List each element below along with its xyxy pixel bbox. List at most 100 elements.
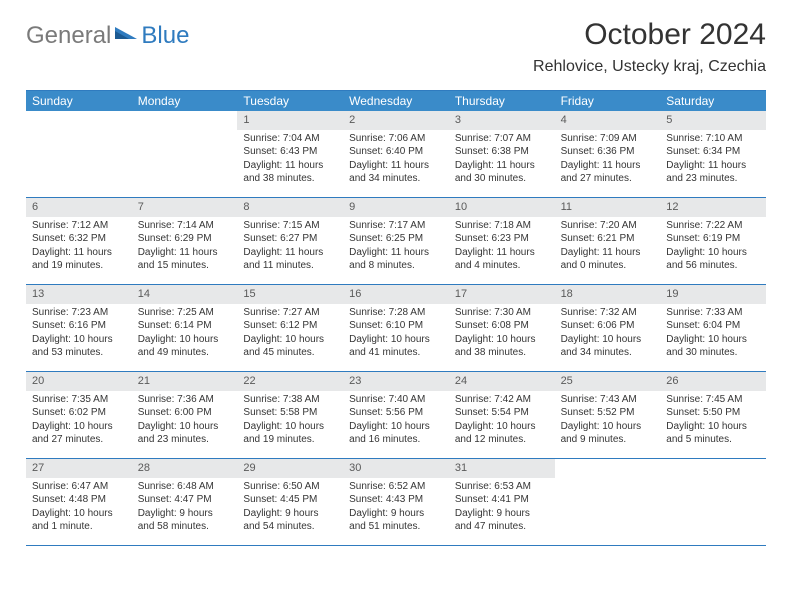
day-body: Sunrise: 7:33 AMSunset: 6:04 PMDaylight:… — [660, 304, 766, 366]
day-daylight2: and 54 minutes. — [243, 520, 337, 534]
day-sunrise: Sunrise: 7:22 AM — [666, 219, 760, 233]
calendar: SundayMondayTuesdayWednesdayThursdayFrid… — [26, 90, 766, 546]
day-daylight2: and 34 minutes. — [349, 172, 443, 186]
day-daylight2: and 38 minutes. — [455, 346, 549, 360]
day-cell: 13Sunrise: 7:23 AMSunset: 6:16 PMDayligh… — [26, 285, 132, 371]
day-daylight2: and 23 minutes. — [666, 172, 760, 186]
day-sunrise: Sunrise: 7:42 AM — [455, 393, 549, 407]
day-sunset: Sunset: 6:38 PM — [455, 145, 549, 159]
day-daylight2: and 12 minutes. — [455, 433, 549, 447]
day-number: 30 — [343, 459, 449, 478]
day-cell: 28Sunrise: 6:48 AMSunset: 4:47 PMDayligh… — [132, 459, 238, 545]
day-daylight2: and 41 minutes. — [349, 346, 443, 360]
day-daylight1: Daylight: 9 hours — [243, 507, 337, 521]
day-daylight1: Daylight: 10 hours — [455, 420, 549, 434]
day-sunset: Sunset: 6:19 PM — [666, 232, 760, 246]
day-daylight1: Daylight: 10 hours — [138, 420, 232, 434]
day-sunrise: Sunrise: 7:06 AM — [349, 132, 443, 146]
day-cell: 16Sunrise: 7:28 AMSunset: 6:10 PMDayligh… — [343, 285, 449, 371]
weekday-header: Friday — [555, 91, 661, 111]
day-body — [132, 130, 238, 138]
day-daylight1: Daylight: 11 hours — [32, 246, 126, 260]
day-daylight2: and 56 minutes. — [666, 259, 760, 273]
day-body: Sunrise: 7:32 AMSunset: 6:06 PMDaylight:… — [555, 304, 661, 366]
day-number: 9 — [343, 198, 449, 217]
day-sunset: Sunset: 4:41 PM — [455, 493, 549, 507]
day-body: Sunrise: 7:07 AMSunset: 6:38 PMDaylight:… — [449, 130, 555, 192]
day-sunset: Sunset: 6:12 PM — [243, 319, 337, 333]
day-daylight1: Daylight: 10 hours — [561, 420, 655, 434]
day-body: Sunrise: 7:25 AMSunset: 6:14 PMDaylight:… — [132, 304, 238, 366]
day-sunset: Sunset: 6:40 PM — [349, 145, 443, 159]
logo-flag-icon — [115, 25, 139, 48]
day-body: Sunrise: 7:43 AMSunset: 5:52 PMDaylight:… — [555, 391, 661, 453]
day-cell: 15Sunrise: 7:27 AMSunset: 6:12 PMDayligh… — [237, 285, 343, 371]
day-cell: 19Sunrise: 7:33 AMSunset: 6:04 PMDayligh… — [660, 285, 766, 371]
day-body: Sunrise: 7:17 AMSunset: 6:25 PMDaylight:… — [343, 217, 449, 279]
day-cell: 22Sunrise: 7:38 AMSunset: 5:58 PMDayligh… — [237, 372, 343, 458]
day-daylight1: Daylight: 10 hours — [349, 420, 443, 434]
day-number: 21 — [132, 372, 238, 391]
day-body: Sunrise: 7:35 AMSunset: 6:02 PMDaylight:… — [26, 391, 132, 453]
day-daylight2: and 15 minutes. — [138, 259, 232, 273]
day-number: 3 — [449, 111, 555, 130]
day-cell: 4Sunrise: 7:09 AMSunset: 6:36 PMDaylight… — [555, 111, 661, 197]
day-number: 23 — [343, 372, 449, 391]
day-daylight2: and 19 minutes. — [32, 259, 126, 273]
day-number — [660, 459, 766, 478]
day-body: Sunrise: 7:22 AMSunset: 6:19 PMDaylight:… — [660, 217, 766, 279]
day-body: Sunrise: 7:36 AMSunset: 6:00 PMDaylight:… — [132, 391, 238, 453]
day-daylight1: Daylight: 11 hours — [243, 159, 337, 173]
day-body — [555, 478, 661, 486]
day-daylight1: Daylight: 10 hours — [32, 507, 126, 521]
day-daylight1: Daylight: 11 hours — [455, 159, 549, 173]
day-sunset: Sunset: 6:25 PM — [349, 232, 443, 246]
page-title: October 2024 — [533, 18, 766, 52]
day-number: 12 — [660, 198, 766, 217]
day-number: 6 — [26, 198, 132, 217]
day-body: Sunrise: 6:47 AMSunset: 4:48 PMDaylight:… — [26, 478, 132, 540]
day-number: 29 — [237, 459, 343, 478]
day-sunrise: Sunrise: 7:27 AM — [243, 306, 337, 320]
day-body: Sunrise: 7:12 AMSunset: 6:32 PMDaylight:… — [26, 217, 132, 279]
day-sunrise: Sunrise: 7:17 AM — [349, 219, 443, 233]
day-daylight2: and 38 minutes. — [243, 172, 337, 186]
day-daylight1: Daylight: 10 hours — [666, 333, 760, 347]
day-daylight2: and 8 minutes. — [349, 259, 443, 273]
day-sunset: Sunset: 5:58 PM — [243, 406, 337, 420]
day-body: Sunrise: 7:23 AMSunset: 6:16 PMDaylight:… — [26, 304, 132, 366]
day-daylight1: Daylight: 9 hours — [138, 507, 232, 521]
day-number: 22 — [237, 372, 343, 391]
day-sunset: Sunset: 6:08 PM — [455, 319, 549, 333]
week-row: 1Sunrise: 7:04 AMSunset: 6:43 PMDaylight… — [26, 111, 766, 198]
day-number: 2 — [343, 111, 449, 130]
day-daylight1: Daylight: 11 hours — [349, 159, 443, 173]
day-sunrise: Sunrise: 7:36 AM — [138, 393, 232, 407]
day-cell: 30Sunrise: 6:52 AMSunset: 4:43 PMDayligh… — [343, 459, 449, 545]
day-sunset: Sunset: 5:50 PM — [666, 406, 760, 420]
day-sunrise: Sunrise: 6:47 AM — [32, 480, 126, 494]
day-sunset: Sunset: 6:27 PM — [243, 232, 337, 246]
week-row: 20Sunrise: 7:35 AMSunset: 6:02 PMDayligh… — [26, 372, 766, 459]
day-body: Sunrise: 7:27 AMSunset: 6:12 PMDaylight:… — [237, 304, 343, 366]
day-daylight1: Daylight: 11 hours — [561, 246, 655, 260]
day-body: Sunrise: 6:53 AMSunset: 4:41 PMDaylight:… — [449, 478, 555, 540]
day-daylight2: and 30 minutes. — [455, 172, 549, 186]
day-sunrise: Sunrise: 6:50 AM — [243, 480, 337, 494]
day-daylight2: and 47 minutes. — [455, 520, 549, 534]
day-cell: 7Sunrise: 7:14 AMSunset: 6:29 PMDaylight… — [132, 198, 238, 284]
weekday-header: Sunday — [26, 91, 132, 111]
day-sunset: Sunset: 4:48 PM — [32, 493, 126, 507]
day-sunset: Sunset: 6:00 PM — [138, 406, 232, 420]
day-cell: 1Sunrise: 7:04 AMSunset: 6:43 PMDaylight… — [237, 111, 343, 197]
day-sunrise: Sunrise: 7:43 AM — [561, 393, 655, 407]
day-number: 26 — [660, 372, 766, 391]
day-sunrise: Sunrise: 6:52 AM — [349, 480, 443, 494]
day-number: 19 — [660, 285, 766, 304]
day-sunrise: Sunrise: 7:14 AM — [138, 219, 232, 233]
day-sunset: Sunset: 5:54 PM — [455, 406, 549, 420]
day-number — [26, 111, 132, 130]
day-sunset: Sunset: 6:10 PM — [349, 319, 443, 333]
day-sunset: Sunset: 6:36 PM — [561, 145, 655, 159]
day-daylight1: Daylight: 10 hours — [32, 420, 126, 434]
